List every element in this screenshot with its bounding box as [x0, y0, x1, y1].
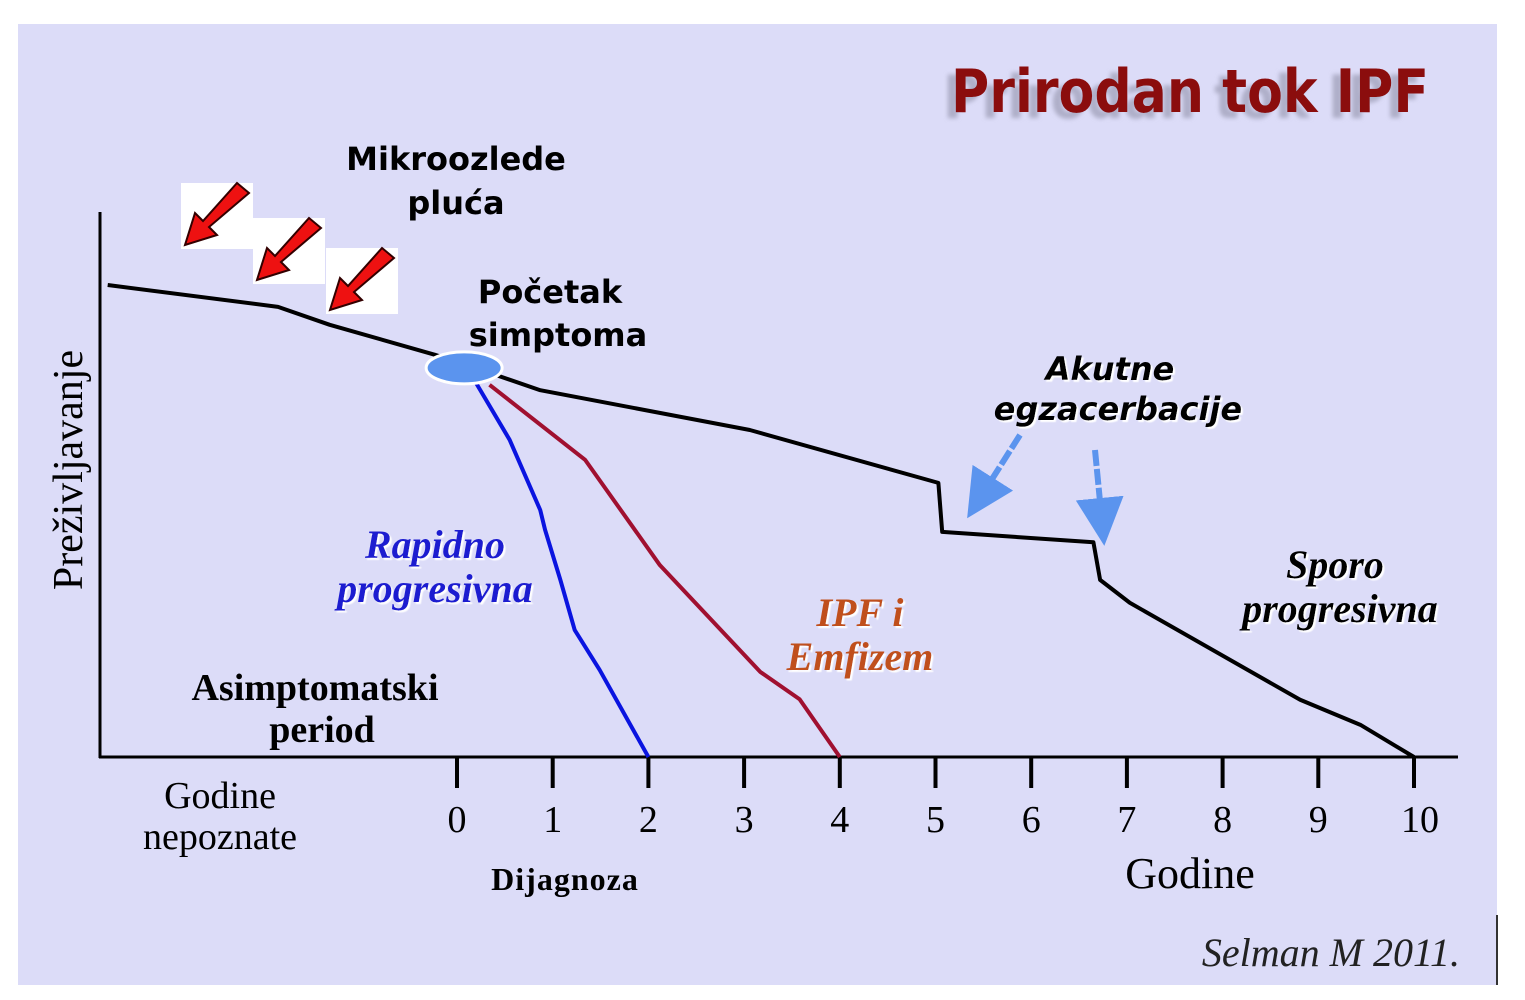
source-citation: Selman M 2011. [1202, 930, 1460, 975]
rapid-label-2: progresivna [334, 566, 533, 611]
symptom-onset-marker [424, 350, 504, 386]
pre-label-2: nepoznate [143, 816, 297, 858]
rapid-label-1: Rapidno [364, 522, 505, 567]
microinjury-arrow-icons [181, 181, 398, 314]
x-tick-label: 3 [735, 799, 754, 841]
x-tick-label: 4 [830, 799, 849, 841]
slow-label-1: Sporo [1286, 542, 1384, 587]
onset-label-2: simptoma [469, 316, 647, 354]
x-tick-label: 5 [926, 799, 945, 841]
diagnosis-label: Dijagnoza [491, 861, 639, 897]
x-tick-label: 7 [1117, 799, 1136, 841]
asymptomatic-label-1: Asimptomatski [191, 667, 438, 709]
x-tick-label: 8 [1213, 799, 1232, 841]
x-ticks: 0 1 2 3 4 5 6 7 8 9 10 [448, 757, 1439, 841]
series-sporo-progresivna [107, 283, 1416, 759]
microinjury-label-1: Mikroozlede [346, 140, 566, 178]
slide-background [18, 24, 1497, 985]
red-arrow-icon [326, 246, 398, 314]
exacerbation-arrow-icon [1075, 449, 1124, 546]
series-ipf-emfizem [488, 383, 842, 759]
red-arrow-icon [181, 181, 253, 249]
slow-label-2: progresivna [1239, 586, 1438, 631]
x-tick-label: 2 [639, 799, 658, 841]
onset-label-1: Početak [478, 273, 623, 311]
red-arrow-icon [253, 216, 325, 284]
x-tick-label: 6 [1022, 799, 1041, 841]
acute-label-1: Akutne [1043, 350, 1175, 388]
emphysema-label-1: IPF i [815, 590, 903, 635]
y-axis-label: Preživljavanje [46, 350, 92, 590]
exacerbation-arrow-icon [967, 433, 1023, 519]
pre-label-1: Godine [164, 775, 276, 817]
x-tick-label: 1 [543, 799, 562, 841]
chart-title: Prirodan tok IPF [951, 57, 1429, 127]
x-tick-label: 9 [1309, 799, 1328, 841]
series-rapidno-progresivna [474, 382, 651, 758]
x-tick-label: 0 [448, 799, 467, 841]
x-axis-label: Godine [1125, 849, 1255, 898]
emphysema-label-2: Emfizem [786, 634, 934, 679]
asymptomatic-label-2: period [269, 709, 375, 751]
acute-label-2: egzacerbacije [994, 390, 1242, 428]
microinjury-label-2: pluća [407, 184, 504, 222]
x-tick-label: 10 [1401, 799, 1439, 841]
